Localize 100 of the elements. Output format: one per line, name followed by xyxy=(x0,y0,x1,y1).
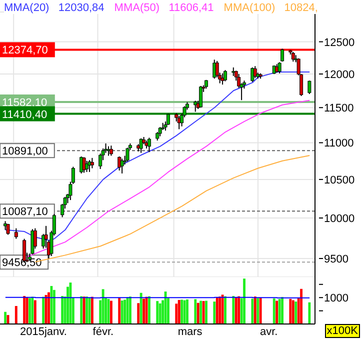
y-axis-title: x100K xyxy=(324,324,360,338)
candlestick xyxy=(291,51,295,62)
y-tick-label: 10500 xyxy=(324,174,355,186)
bar xyxy=(102,289,104,324)
candlestick xyxy=(199,85,203,108)
bar xyxy=(232,296,235,324)
bar xyxy=(69,282,72,324)
candlestick xyxy=(250,66,254,82)
ref-line-label: 12374,70 xyxy=(2,44,48,57)
bar xyxy=(202,301,205,324)
y-tick-label: 12500 xyxy=(324,36,355,49)
text: MMA(20) xyxy=(4,2,50,14)
bar xyxy=(90,296,94,324)
candlestick xyxy=(220,72,224,86)
bar xyxy=(110,300,112,324)
bar xyxy=(86,296,88,324)
bar xyxy=(66,286,69,324)
bar xyxy=(23,296,26,324)
x-tick-label: avr. xyxy=(260,326,278,338)
bar xyxy=(292,300,294,324)
bar xyxy=(221,294,224,324)
bar xyxy=(205,300,208,324)
ref-line-label: 9456,50 xyxy=(2,257,42,270)
bar xyxy=(34,300,36,324)
bar xyxy=(272,298,276,324)
y-tick-label: 11000 xyxy=(324,138,354,150)
x-tick-label: 2015janv. xyxy=(20,326,67,338)
bar xyxy=(80,296,83,324)
bar xyxy=(175,304,178,324)
bar xyxy=(276,300,278,324)
x-tick-label: févr. xyxy=(92,326,114,338)
bar xyxy=(216,297,218,324)
y-tick-label: 1000 xyxy=(324,292,348,305)
bar xyxy=(259,298,262,324)
bar xyxy=(142,298,146,324)
x-tick-label: mars xyxy=(178,326,203,338)
bar xyxy=(158,303,162,324)
bar xyxy=(308,302,311,324)
bar xyxy=(50,286,53,324)
bar xyxy=(178,300,180,324)
bar xyxy=(251,298,254,324)
candlestick xyxy=(85,160,89,172)
bar xyxy=(156,301,159,324)
bar xyxy=(218,296,222,324)
bar xyxy=(200,300,202,324)
candlestick xyxy=(120,158,124,174)
bar xyxy=(180,300,184,324)
bar xyxy=(300,288,303,324)
candlestick xyxy=(253,66,257,78)
y-tick-label: 11500 xyxy=(324,102,354,115)
bar xyxy=(118,298,121,324)
ref-line-label: 10087,10 xyxy=(2,206,48,218)
annotation: 12030,84 xyxy=(58,2,104,14)
bar xyxy=(120,300,124,324)
bar xyxy=(243,278,246,324)
bar xyxy=(28,298,31,324)
candlestick xyxy=(109,145,113,156)
bar xyxy=(137,303,140,324)
bar xyxy=(254,296,256,324)
bar xyxy=(140,292,142,324)
bar xyxy=(148,296,150,324)
bar xyxy=(44,294,48,324)
bar xyxy=(294,302,298,324)
bar xyxy=(194,299,197,324)
candlestick xyxy=(308,80,312,94)
candlestick xyxy=(158,126,162,137)
ref-line-label: 11582,10 xyxy=(2,96,48,109)
bar xyxy=(4,312,7,324)
bar xyxy=(42,296,45,324)
bar xyxy=(52,290,56,324)
candlestick xyxy=(14,228,18,240)
bar xyxy=(213,302,216,324)
bar xyxy=(61,296,64,324)
y-tick-label: 9500 xyxy=(324,253,348,266)
annotation: 10824, xyxy=(284,2,318,14)
text: MMA(50) xyxy=(114,2,160,14)
y-tick-label: 10000 xyxy=(324,212,355,225)
candlestick xyxy=(194,100,198,112)
bar xyxy=(186,299,188,324)
bar xyxy=(278,298,281,324)
bar xyxy=(128,296,132,324)
bar xyxy=(31,296,34,324)
candlestick xyxy=(126,147,130,162)
bar xyxy=(82,296,86,324)
bar xyxy=(124,300,126,324)
bar xyxy=(224,296,226,324)
ref-line-label: 10891,00 xyxy=(2,146,48,158)
bar xyxy=(289,298,292,324)
ref-line-label: 11410,40 xyxy=(2,108,48,121)
text: MMA(100) xyxy=(224,2,276,14)
candlestick xyxy=(90,157,94,169)
candlestick xyxy=(224,70,227,82)
bar xyxy=(238,296,240,324)
bar xyxy=(14,306,18,324)
bar xyxy=(48,292,50,324)
bar xyxy=(234,297,238,324)
y-tick-label: 12000 xyxy=(324,69,355,81)
bar xyxy=(256,298,260,324)
bar xyxy=(196,302,200,324)
bar xyxy=(281,297,284,324)
